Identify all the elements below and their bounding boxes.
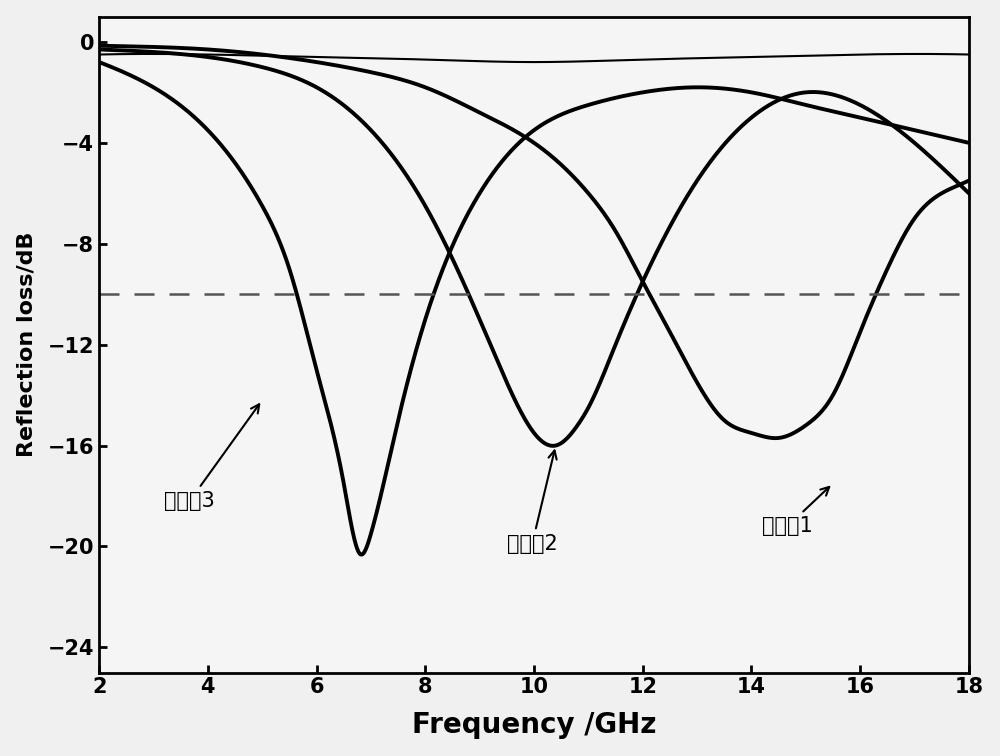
Y-axis label: Reflection loss/dB: Reflection loss/dB [17, 232, 37, 457]
Text: 实施例3: 实施例3 [164, 404, 259, 511]
Text: 实施例1: 实施例1 [762, 487, 829, 536]
Text: 实施例2: 实施例2 [507, 451, 558, 554]
X-axis label: Frequency /GHz: Frequency /GHz [412, 711, 656, 739]
